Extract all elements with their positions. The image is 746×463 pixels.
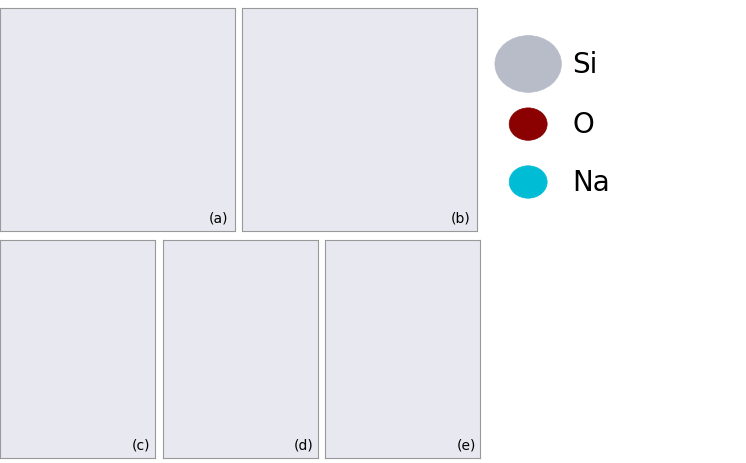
Text: Si: Si (573, 51, 598, 79)
Text: (d): (d) (293, 438, 313, 452)
Text: (e): (e) (457, 438, 476, 452)
Text: Na: Na (573, 169, 610, 197)
Text: (b): (b) (451, 211, 471, 225)
Circle shape (495, 37, 562, 93)
Text: O: O (573, 111, 595, 139)
Circle shape (510, 109, 547, 141)
Circle shape (510, 166, 547, 199)
Text: (c): (c) (132, 438, 151, 452)
Text: (a): (a) (208, 211, 228, 225)
